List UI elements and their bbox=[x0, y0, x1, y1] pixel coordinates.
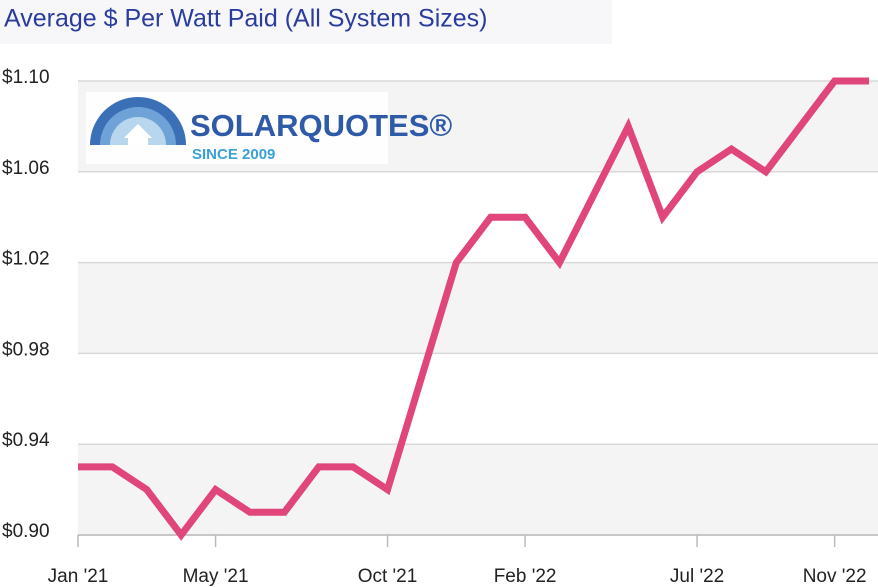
data-line bbox=[78, 77, 869, 541]
x-tick-label: Oct '21 bbox=[358, 566, 418, 587]
y-tick-label: $1.06 bbox=[2, 158, 50, 179]
chart-title: Average $ Per Watt Paid (All System Size… bbox=[4, 5, 488, 33]
y-tick-label: $1.10 bbox=[2, 67, 50, 88]
y-tick-label: $0.98 bbox=[2, 339, 50, 360]
x-tick-label: Nov '22 bbox=[803, 566, 867, 587]
x-tick-label: Jul '22 bbox=[670, 566, 724, 587]
y-tick-label: $1.02 bbox=[2, 249, 50, 270]
x-tick-label: May '21 bbox=[183, 566, 249, 587]
x-tick-label: Jan '21 bbox=[48, 566, 109, 587]
x-tick-label: Feb '22 bbox=[494, 566, 557, 587]
grid-band bbox=[78, 444, 878, 535]
logo-tagline: SINCE 2009 bbox=[192, 146, 275, 163]
logo-house bbox=[124, 124, 152, 146]
logo: SOLARQUOTES® SINCE 2009 bbox=[86, 92, 452, 164]
y-tick-label: $0.90 bbox=[2, 521, 50, 542]
title-background bbox=[0, 0, 612, 44]
logo-name: SOLARQUOTES® bbox=[190, 108, 452, 143]
grid-band bbox=[78, 262, 878, 354]
y-tick-label: $0.94 bbox=[2, 430, 50, 451]
